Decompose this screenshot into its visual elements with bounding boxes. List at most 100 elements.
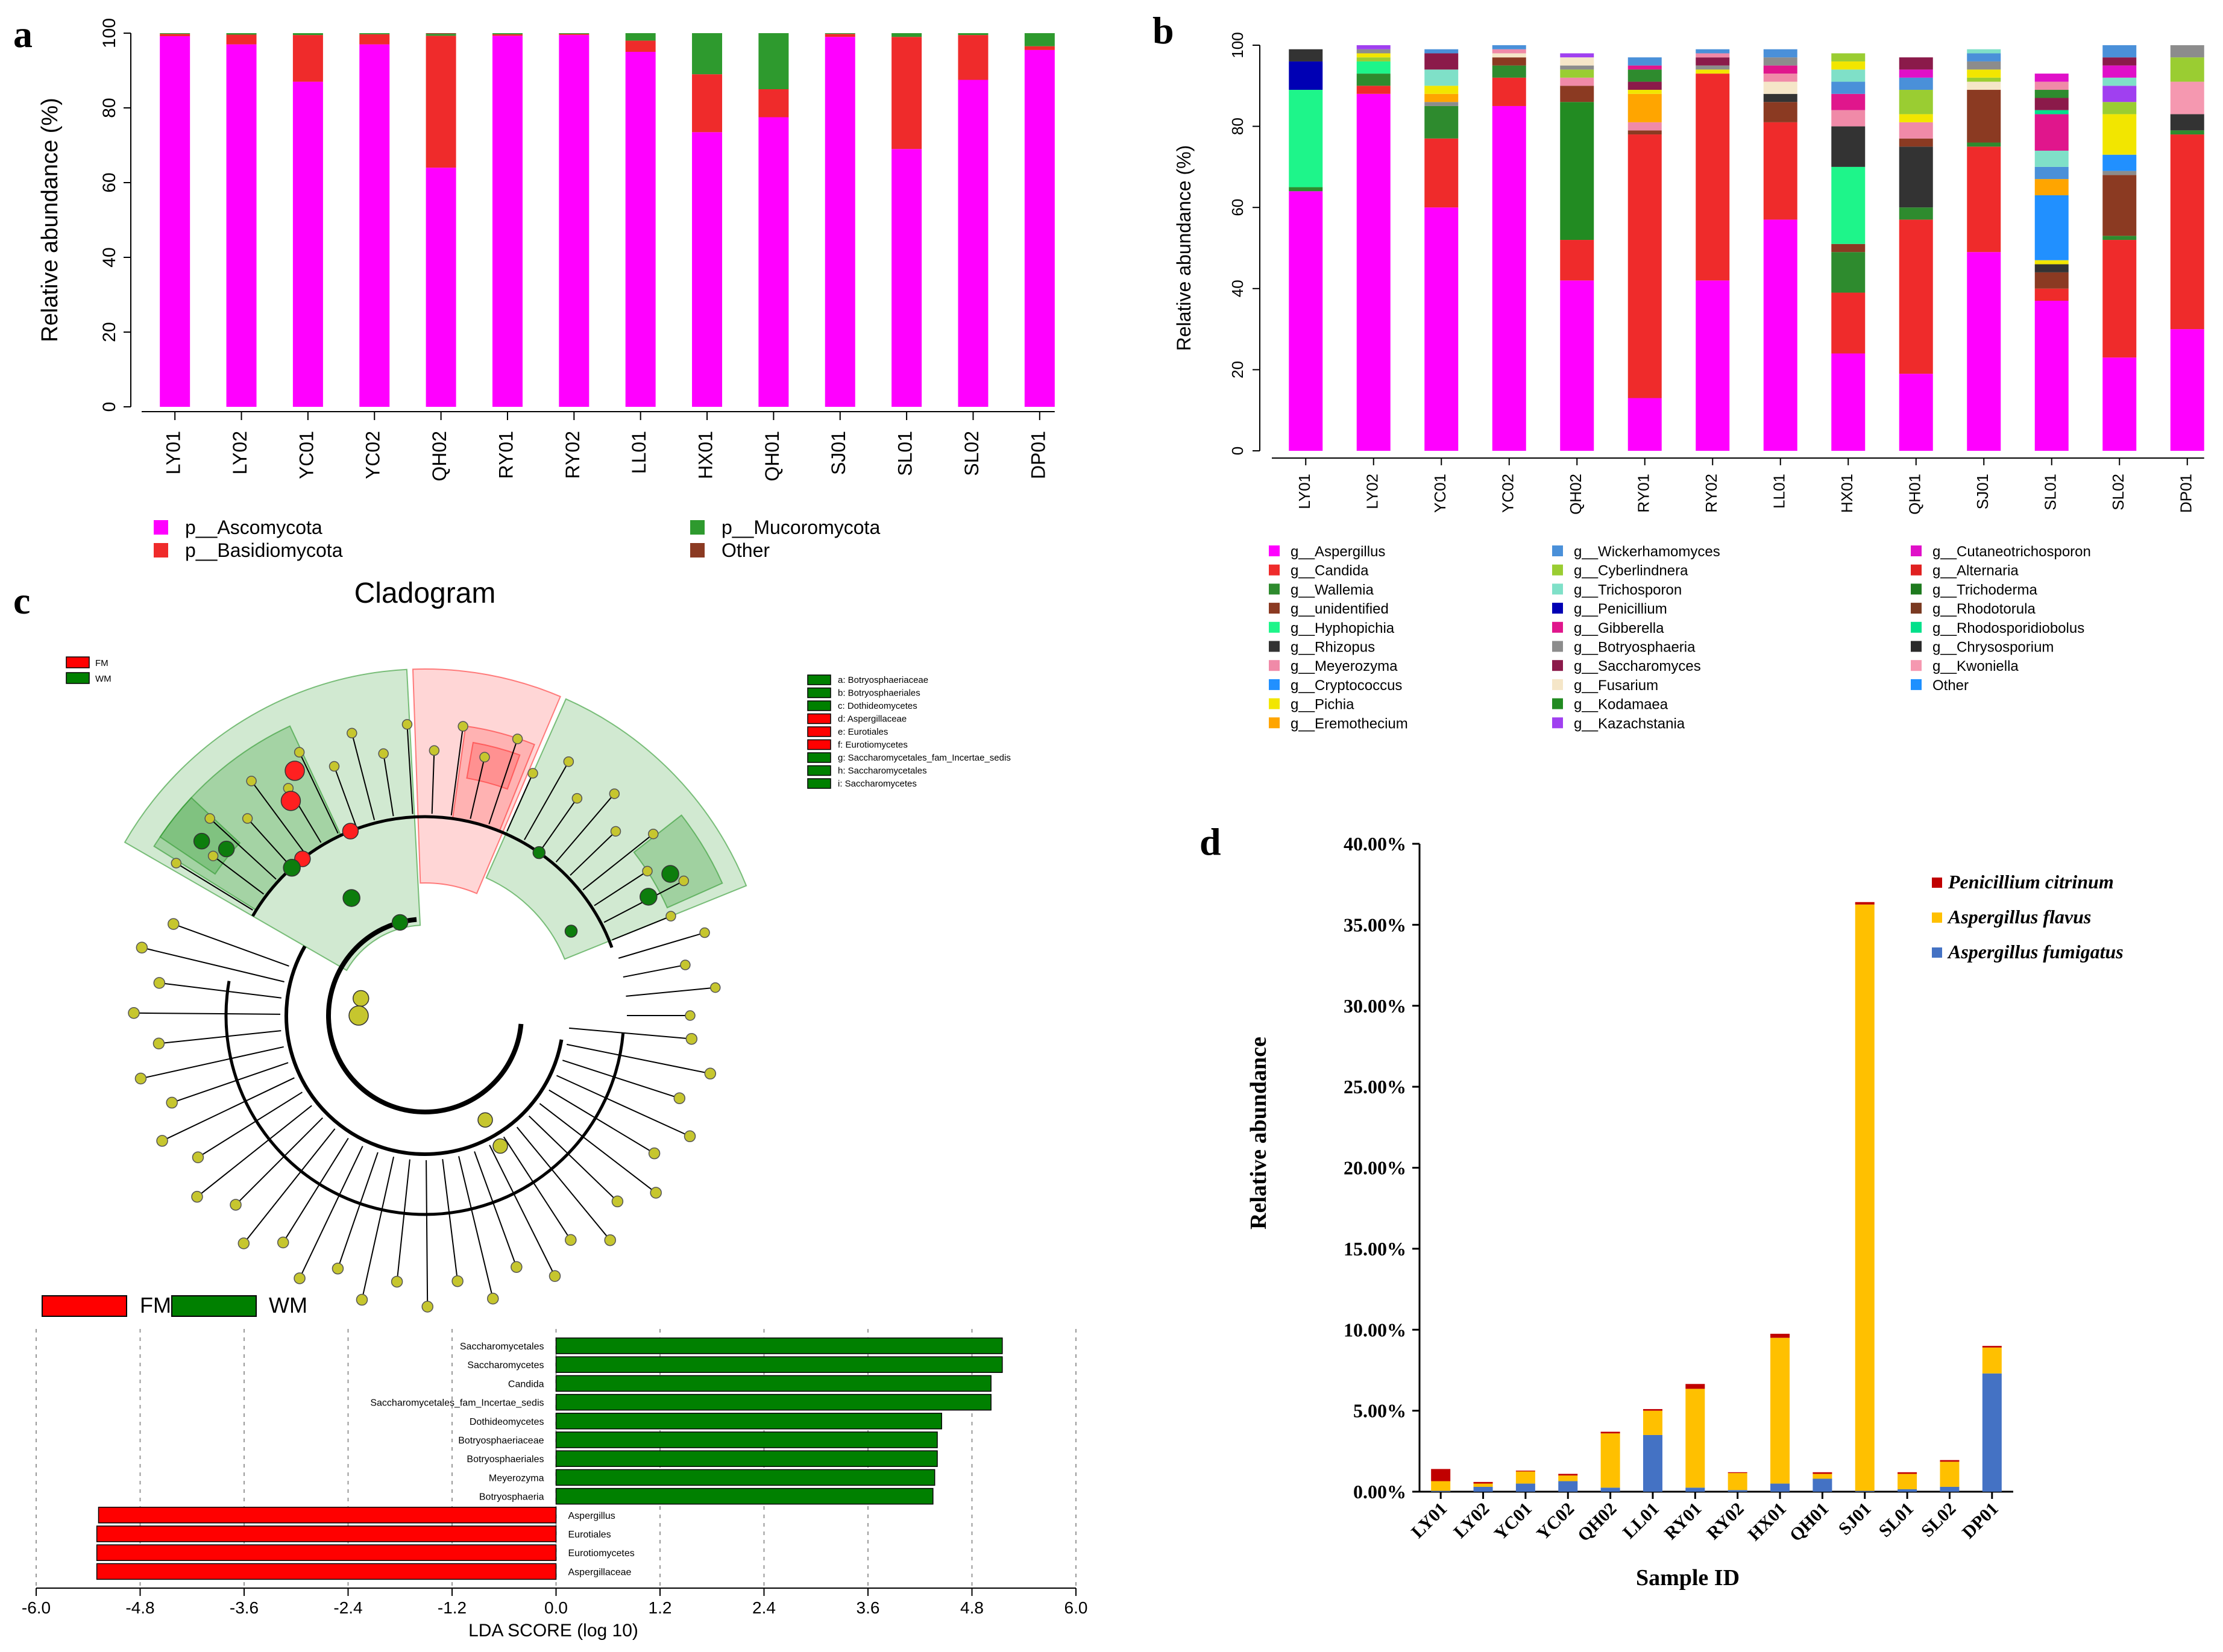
panel-c-cladogram: Cladogram FM WM a: Botryosphaeriaceae b: Bot…: [66, 577, 1011, 1313]
b-legend-swatch: [1269, 641, 1280, 652]
b-legend-label: g__Candida: [1291, 563, 1369, 579]
b-bar-segment: [1967, 53, 2001, 61]
clado-group-label: WM: [95, 674, 112, 684]
b-bar-segment: [2102, 114, 2137, 155]
d-bar-segment: [1643, 1434, 1662, 1492]
b-bar-segment: [1627, 122, 1662, 131]
lda-x-tick-label: -2.4: [333, 1598, 362, 1617]
b-bar-segment: [1831, 126, 1866, 167]
clado-ring-order: [285, 945, 564, 1156]
clado-branch: [516, 1126, 611, 1241]
b-bar-segment: [1763, 122, 1797, 220]
b-bar-segment: [1424, 207, 1459, 451]
d-y-tick-label: 20.00%: [1344, 1157, 1406, 1179]
b-y-tick-label: 20: [1228, 361, 1247, 378]
a-bar-segment: [692, 33, 723, 75]
clado-branch: [568, 1027, 692, 1040]
clado-leaf-node: [294, 747, 305, 758]
lda-bar-label: Saccharomycetales_fam_Incertae_sedis: [370, 1398, 544, 1409]
clado-branch: [171, 1062, 289, 1104]
clado-leaf-node: [356, 1293, 368, 1306]
clado-leaf-node: [171, 858, 182, 868]
a-x-tick-label: YC02: [362, 431, 384, 479]
b-bar-segment: [2170, 134, 2204, 330]
d-bar-segment: [1898, 1474, 1917, 1489]
b-legend-swatch: [1552, 660, 1563, 671]
b-bar-segment: [1899, 122, 1933, 139]
b-bar-segment: [1763, 49, 1797, 58]
b-legend-swatch: [1269, 698, 1280, 709]
b-bar-segment: [1560, 65, 1594, 70]
a-bar-segment: [559, 35, 590, 407]
lda-x-axis-title: LDA SCORE (log 10): [468, 1621, 638, 1641]
lda-x-tick-label: -3.6: [230, 1598, 259, 1617]
a-y-tick-label: 40: [99, 247, 119, 267]
b-legend-label: Other: [1932, 677, 1969, 694]
b-x-tick-label: RY02: [1702, 474, 1720, 513]
b-bar-segment: [1831, 166, 1866, 244]
clado-branch: [549, 1089, 655, 1154]
clado-leaf-node: [429, 745, 440, 756]
d-bar-segment: [1728, 1490, 1747, 1492]
b-bar-segment: [2170, 81, 2204, 115]
a-legend-swatch: [154, 543, 168, 557]
d-bar-segment: [1940, 1486, 1960, 1492]
d-bar-segment: [1431, 1490, 1451, 1492]
b-bar-segment: [1627, 81, 1662, 90]
b-bar-segment: [2102, 102, 2137, 115]
b-bar-segment: [1492, 105, 1526, 451]
clade-legend-label: b: Botryosphaeriales: [838, 688, 920, 699]
clado-leaf-node: [237, 1237, 250, 1249]
a-bar-segment: [492, 34, 523, 36]
d-bar-segment: [1600, 1431, 1620, 1434]
clado-leaf-node: [680, 959, 691, 970]
b-x-tick-label: HX01: [1838, 474, 1856, 513]
a-bar-segment: [226, 34, 257, 45]
d-x-tick-label: LY02: [1450, 1499, 1493, 1542]
b-x-tick-label: LL01: [1770, 474, 1788, 509]
lda-bar-label: Aspergillus: [568, 1511, 615, 1521]
clado-branch: [406, 724, 413, 814]
d-bar-segment: [1685, 1389, 1705, 1488]
lda-x-tick-label: 3.6: [857, 1598, 880, 1617]
clado-leaf-node: [704, 1067, 717, 1080]
b-legend-label: g__Rhodosporidiobolus: [1932, 620, 2084, 636]
b-bar-segment: [1831, 53, 1866, 61]
clado-leaf-node: [673, 1092, 686, 1104]
b-bar-segment: [2034, 74, 2069, 82]
clado-internal-node: [492, 1138, 508, 1154]
d-bar-segment: [1982, 1373, 2002, 1492]
d-y-tick-label: 10.00%: [1344, 1319, 1406, 1340]
clado-internal-node: [218, 840, 235, 858]
lda-bar-label: Candida: [508, 1379, 544, 1389]
b-bar-segment: [2034, 114, 2069, 151]
clado-leaf-node: [294, 1272, 306, 1284]
a-bar-segment: [426, 168, 456, 407]
d-bar-segment: [1813, 1478, 1832, 1492]
a-x-tick-label: QH01: [761, 431, 783, 482]
lda-x-tick-label: 2.4: [752, 1598, 776, 1617]
a-legend-swatch: [154, 520, 168, 535]
d-y-tick-label: 25.00%: [1344, 1076, 1406, 1098]
b-bar-segment: [1289, 191, 1323, 451]
clado-branch: [337, 1152, 379, 1269]
clado-branch: [506, 773, 533, 832]
b-legend-label: g__Saccharomyces: [1574, 658, 1701, 674]
a-bar-segment: [625, 33, 656, 41]
clade-legend-swatch: [807, 778, 831, 789]
clado-branch: [251, 780, 306, 854]
clado-leaf-node: [650, 1187, 662, 1199]
a-bar-segment: [891, 37, 922, 149]
clado-leaf-node: [168, 918, 180, 930]
clado-leaf-node: [642, 865, 653, 877]
b-y-tick-label: 100: [1228, 32, 1247, 58]
clado-leaf-node: [277, 1236, 289, 1249]
b-bar-segment: [1627, 90, 1662, 94]
b-bar-segment: [1424, 69, 1459, 86]
panel-d-species-chart: 0.00% 5.00% 10.00% 15.00% 20.00% 25.00% 30.00%…: [1246, 833, 2124, 1591]
b-legend-swatch: [1552, 698, 1563, 709]
clado-leaf-node: [511, 1261, 523, 1273]
d-legend-label: Aspergillus fumigatus: [1947, 941, 2124, 963]
clado-leaf-node: [699, 927, 710, 938]
a-bar-segment: [359, 33, 390, 34]
